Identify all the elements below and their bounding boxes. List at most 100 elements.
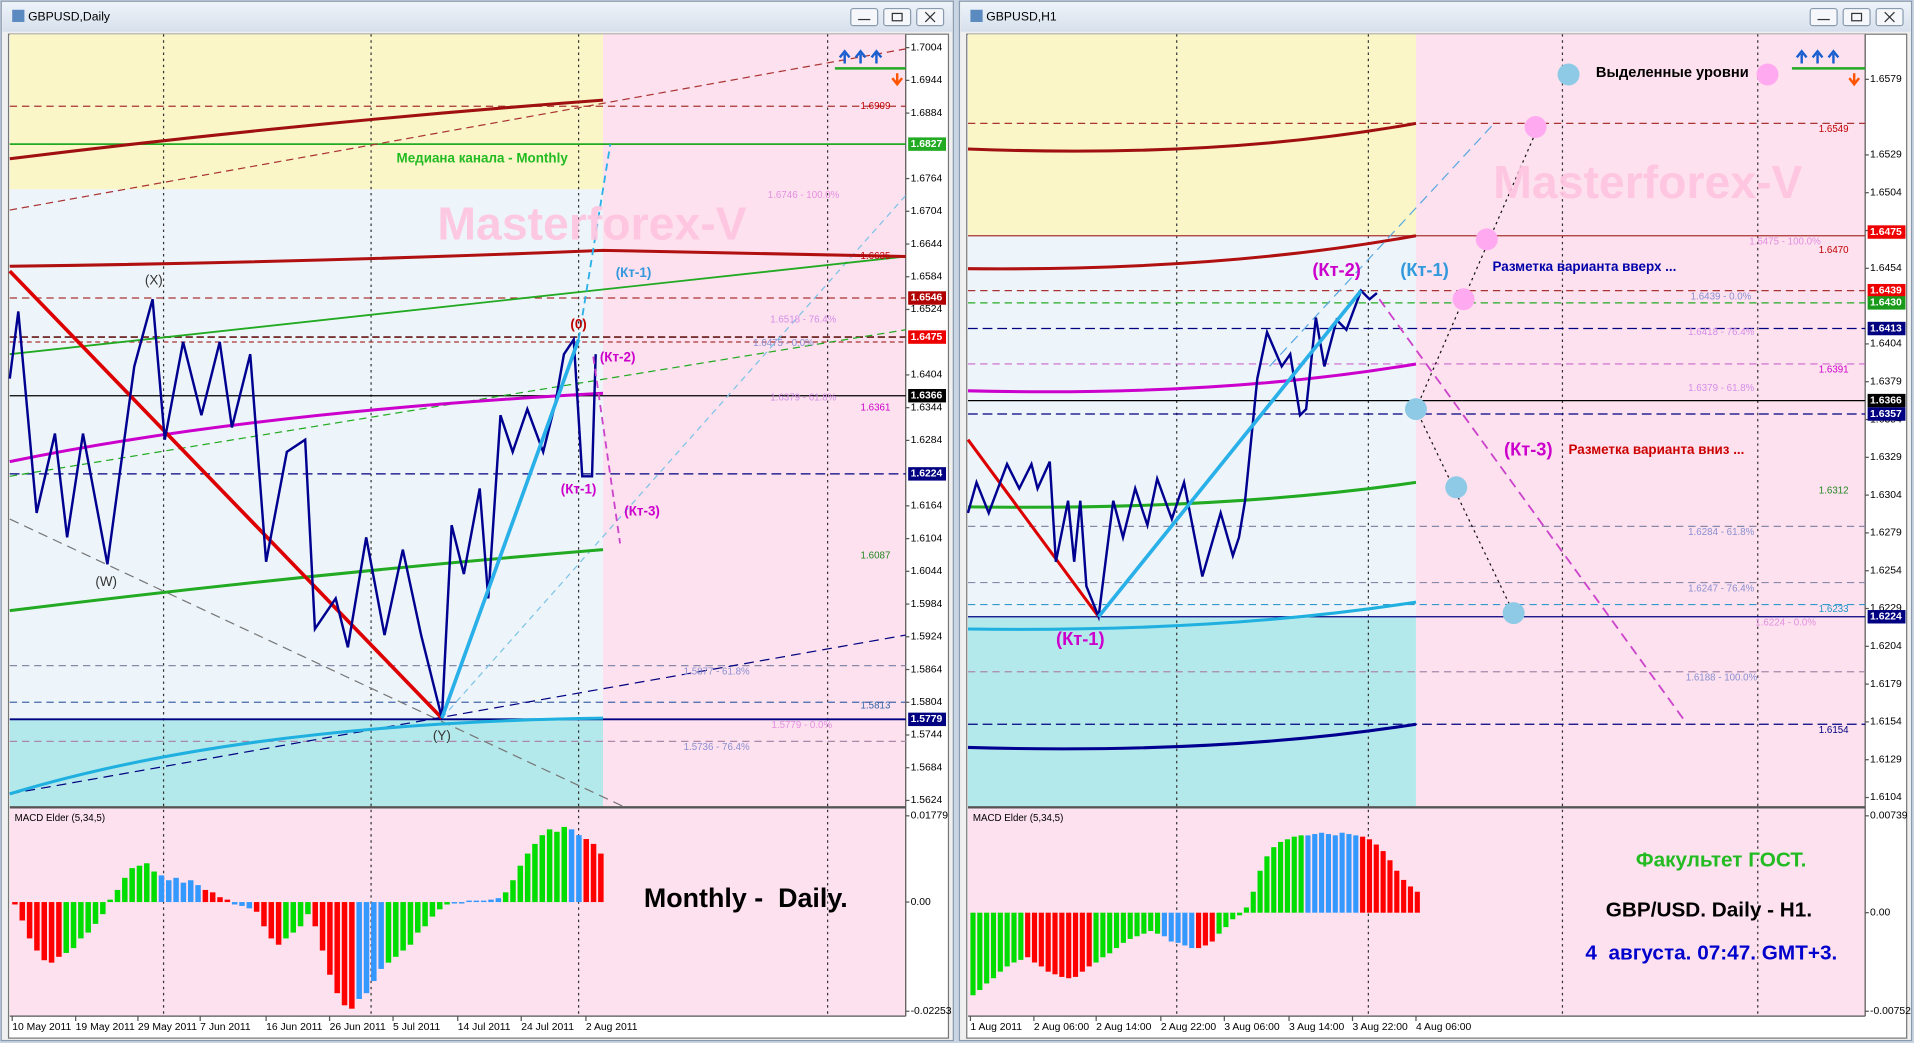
macd-bar — [1072, 912, 1079, 977]
annotation: (W) — [95, 574, 117, 589]
time-label: 24 Jul 2011 — [521, 1022, 574, 1033]
macd-bar — [1305, 835, 1311, 913]
price-box — [1867, 321, 1906, 336]
macd-bar — [1257, 870, 1263, 913]
macd-label: MACD Elder (5,34,5) — [15, 813, 105, 824]
macd-bar — [1011, 912, 1017, 963]
price-box — [908, 467, 947, 481]
macd-bar — [202, 889, 209, 903]
price-tick-label: 1.5684 — [911, 762, 943, 773]
annotation: (Кт-1) — [616, 265, 652, 280]
window-buttons[interactable] — [1809, 7, 1904, 27]
macd-bar — [532, 843, 538, 903]
price-box — [1867, 407, 1906, 421]
macd-bar — [539, 835, 546, 903]
level-label: 1.6087 — [861, 550, 891, 561]
price-tick-label: 1.6304 — [1870, 490, 1902, 501]
macd-bar — [122, 877, 128, 903]
macd-bar — [444, 902, 450, 905]
macd-bar — [451, 902, 458, 904]
macd-label: MACD Elder (5,34,5) — [973, 813, 1063, 824]
macd-bar — [1141, 912, 1147, 934]
macd-bar — [356, 902, 362, 999]
macd-bar — [70, 902, 77, 949]
macd-bar — [1216, 912, 1222, 934]
band-line — [9, 716, 604, 796]
price-box — [1867, 225, 1906, 239]
time-label: 10 May 2011 — [12, 1022, 71, 1033]
price-tick-label: 1.6644 — [911, 239, 943, 250]
macd-bar — [407, 902, 414, 945]
time-label: 1 Aug 2011 — [970, 1022, 1022, 1033]
time-label: 3 Aug 06:00 — [1224, 1022, 1280, 1033]
macd-bar — [436, 902, 443, 910]
minimize-button[interactable] — [1809, 7, 1838, 27]
price-box — [908, 330, 947, 344]
macd-bar — [1154, 912, 1161, 934]
price-tick-label: 1.6154 — [1870, 717, 1902, 728]
window-icon — [12, 9, 25, 22]
price-tick-label: 1.5984 — [911, 599, 943, 610]
band-line — [967, 121, 1417, 153]
annotation: (Кт-3) — [1504, 439, 1553, 460]
maximize-button[interactable] — [883, 7, 912, 27]
macd-bar — [970, 912, 976, 996]
arrow-down — [891, 73, 904, 87]
price-box — [908, 291, 947, 305]
level-markers — [1404, 63, 1779, 625]
macd-bar — [590, 843, 597, 903]
macd-bar — [1038, 912, 1044, 967]
macd-bar — [1052, 912, 1058, 975]
level-label: 1.6909 — [861, 101, 891, 112]
price-box-label: 1.6224 — [1870, 611, 1902, 622]
price-tick-label: 1.5804 — [911, 697, 943, 708]
annotation: (Кт-1) — [1400, 259, 1449, 280]
macd-bar — [1175, 912, 1181, 943]
price-tick-label: 1.6454 — [1870, 263, 1902, 274]
macd-bar — [598, 853, 604, 903]
price-tick-label: 1.6524 — [911, 304, 943, 315]
band-line — [967, 480, 1417, 509]
marker-blue — [1445, 476, 1468, 499]
zone-cyan — [967, 616, 1416, 807]
arrow-up — [838, 49, 883, 64]
minimize-button[interactable] — [850, 7, 879, 27]
annotation: Факультет ГОСТ. — [1636, 849, 1807, 872]
projection-line — [1378, 298, 1686, 722]
price-tick-label: 1.6379 — [1870, 376, 1902, 387]
macd-bar — [429, 902, 436, 917]
macd-bar — [1243, 907, 1249, 913]
maximize-button[interactable] — [1842, 7, 1871, 27]
levels-lines — [8, 48, 907, 807]
price-box — [908, 388, 947, 403]
window-buttons[interactable] — [850, 7, 945, 27]
macd-bar — [488, 899, 494, 903]
macd-bar — [151, 871, 157, 903]
macd-bar — [26, 902, 33, 939]
price-tick-label: 1.6584 — [911, 271, 943, 282]
macd-bar — [990, 912, 997, 979]
macd-bar — [1339, 832, 1345, 913]
macd-tick-label: -0.00752 — [1870, 1006, 1911, 1017]
level-label: 1.6154 — [1819, 725, 1849, 736]
macd-bar — [1373, 844, 1379, 913]
macd-bar — [1168, 912, 1174, 942]
macd-bar — [166, 880, 172, 903]
price-tick-label: 1.5864 — [911, 664, 943, 675]
price-tick-label: 1.6944 — [911, 75, 943, 86]
price-box — [1867, 296, 1906, 310]
macd-bar — [1127, 912, 1133, 939]
marker-blue — [1404, 398, 1427, 421]
macd-bar — [1148, 912, 1154, 932]
price-tick-label: 1.6884 — [911, 108, 943, 119]
macd-bar — [195, 885, 201, 903]
trend-line — [966, 438, 1100, 618]
level-label: 1.6418 - 76.4% — [1688, 327, 1754, 338]
time-label: 2 Aug 22:00 — [1161, 1022, 1217, 1033]
time-label: 14 Jul 2011 — [458, 1022, 511, 1033]
price-box-label: 1.6827 — [911, 139, 943, 150]
macd-bar — [1387, 860, 1393, 913]
level-label: 1.6746 - 100.0% — [768, 190, 840, 201]
band-line — [967, 722, 1417, 751]
signal-arrows — [1791, 49, 1866, 87]
